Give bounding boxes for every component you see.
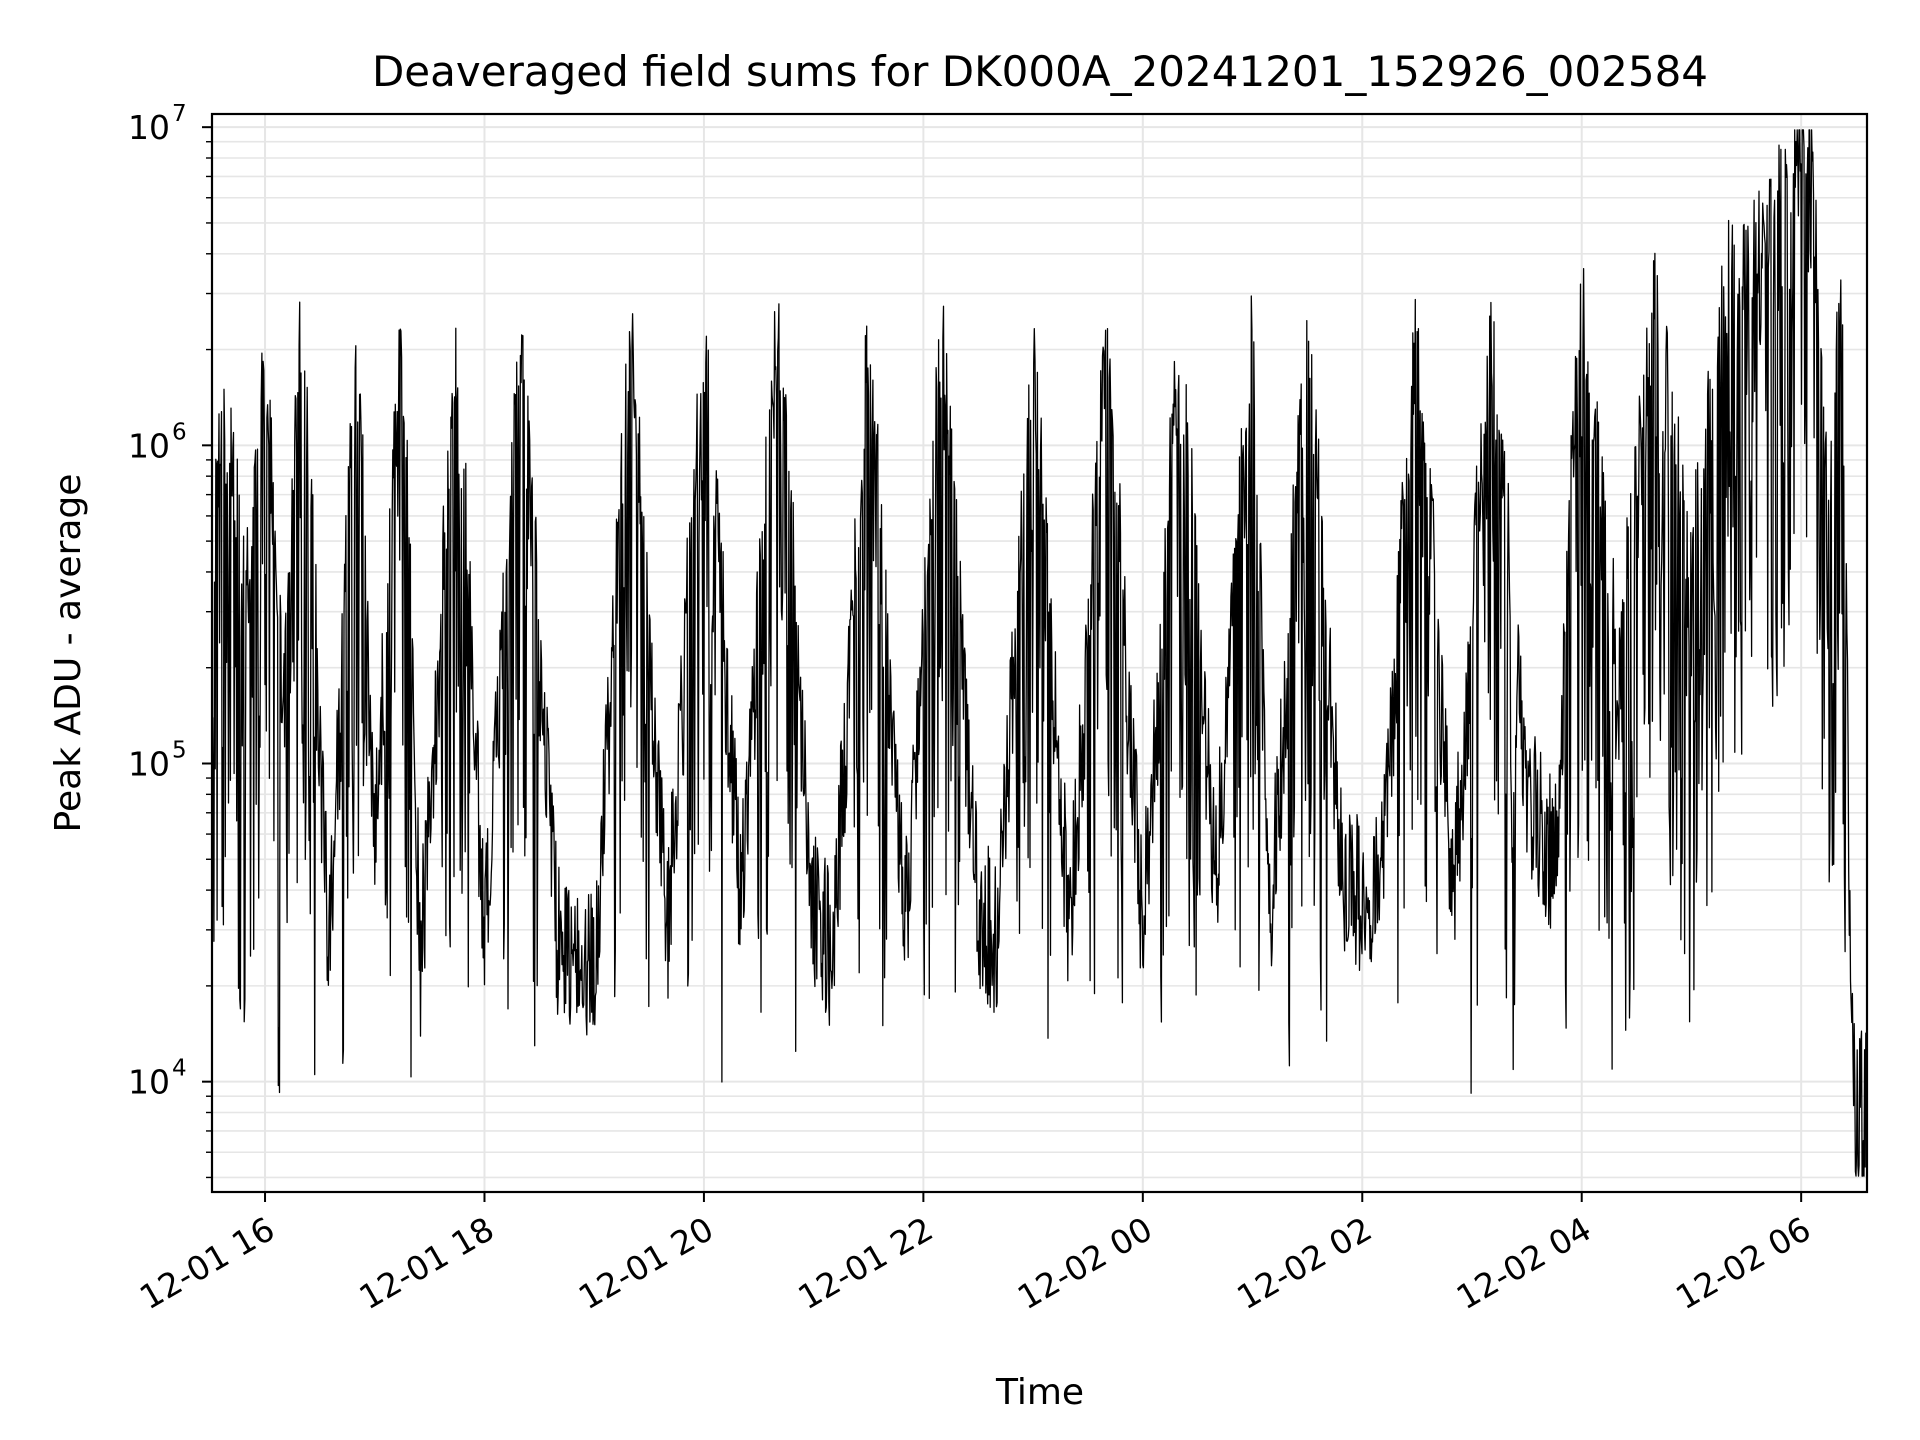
- y-tick-label: 10: [128, 744, 170, 783]
- y-tick-label: 10: [128, 426, 170, 465]
- y-tick-exponent: 4: [172, 1056, 187, 1082]
- y-tick-exponent: 7: [172, 101, 187, 127]
- y-tick-label: 10: [128, 108, 170, 147]
- series-layer: [211, 129, 1868, 1177]
- y-tick-exponent: 6: [172, 419, 187, 445]
- series-line-0: [211, 129, 1868, 1177]
- y-tick-label: 10: [128, 1063, 170, 1102]
- chart-title: Deaveraged field sums for DK000A_2024120…: [372, 47, 1708, 96]
- plot-frame: [210, 112, 1869, 1194]
- x-axis-label: Time: [995, 1372, 1084, 1413]
- y-axis-label: Peak ADU - average: [48, 474, 89, 833]
- y-tick-exponent: 5: [172, 737, 187, 763]
